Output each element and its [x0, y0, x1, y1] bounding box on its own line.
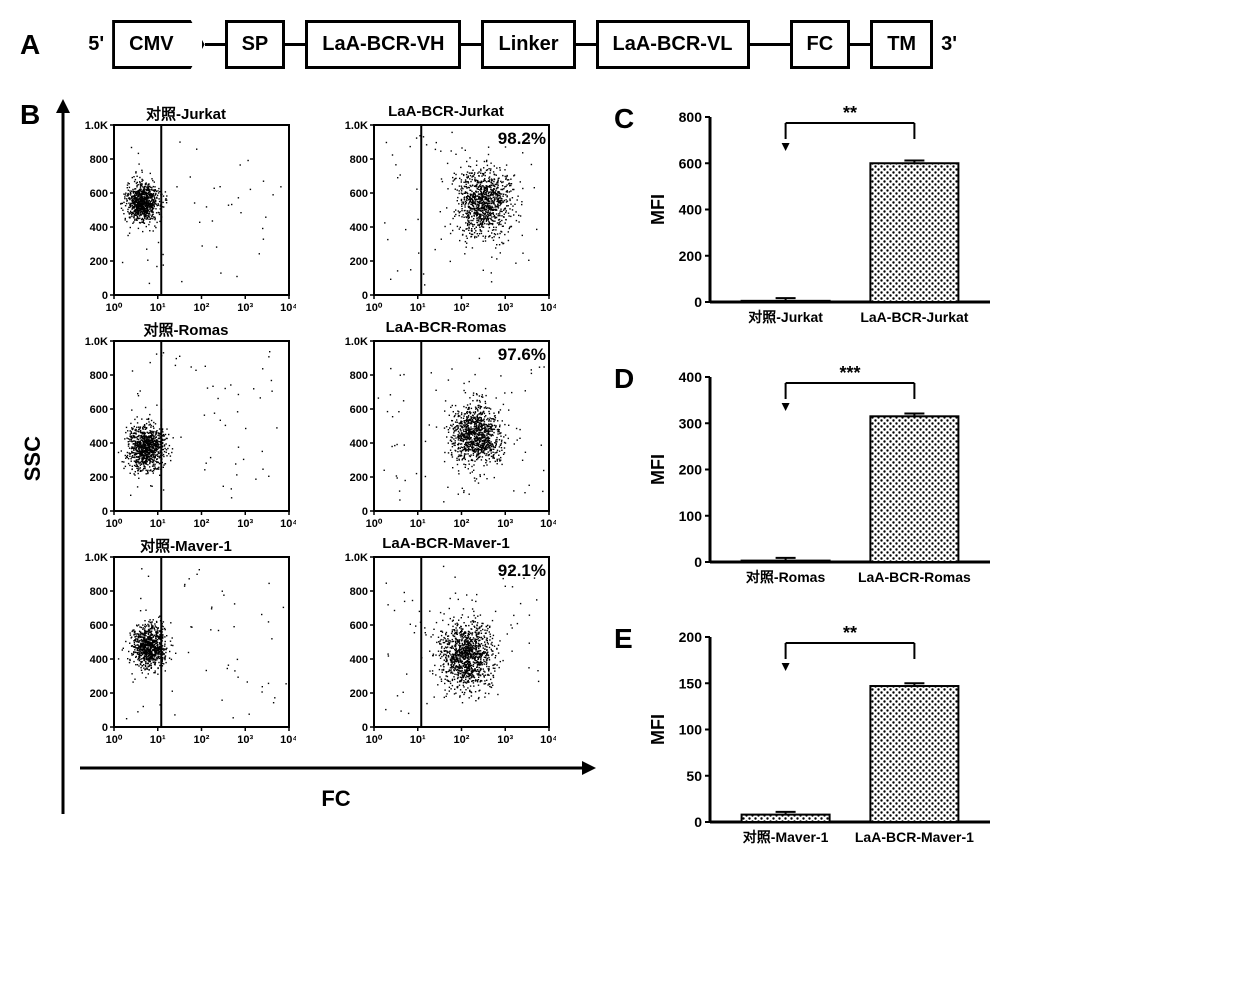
y-axis-arrow: [50, 99, 76, 819]
connector: [205, 43, 225, 46]
flow-title: LaA-BCR-Romas: [336, 319, 556, 336]
svg-text:200: 200: [350, 472, 368, 484]
flow-title: 对照-Maver-1: [76, 535, 296, 556]
svg-text:400: 400: [90, 222, 108, 234]
panel-b-wrapper: B SSC 对照-Jurkat 0 200 400 600: [20, 99, 596, 819]
panel-b-label: B: [20, 99, 40, 131]
bar-charts-column: C 0 200 400 600 800: [646, 99, 986, 879]
svg-text:400: 400: [350, 438, 368, 450]
svg-text:10¹: 10¹: [150, 302, 166, 314]
flow-title: LaA-BCR-Jurkat: [336, 103, 556, 120]
panel-a: A 5' CMV SP LaA-BCR-VH Linker LaA-BCR-VL…: [20, 20, 1220, 69]
svg-text:10⁰: 10⁰: [366, 518, 383, 530]
svg-text:600: 600: [350, 188, 368, 200]
bar-chart: D 0 100 200 300 400: [646, 359, 986, 619]
flow-title: 对照-Jurkat: [76, 103, 296, 124]
flow-percent: 98.2%: [498, 129, 546, 149]
fc-axis-label: FC: [76, 786, 596, 812]
svg-text:10³: 10³: [237, 302, 253, 314]
bar-chart: E 0 50 100 150 200: [646, 619, 986, 879]
five-prime: 5': [88, 33, 104, 56]
svg-text:200: 200: [350, 256, 368, 268]
svg-text:10⁴: 10⁴: [540, 518, 556, 530]
svg-text:600: 600: [90, 404, 108, 416]
ssc-axis-label: SSC: [20, 436, 46, 481]
svg-text:10²: 10²: [454, 302, 470, 314]
svg-text:10⁴: 10⁴: [280, 518, 296, 530]
flow-plot: 对照-Jurkat 0 200 400 600 800 1.0K 10⁰ 10¹…: [76, 107, 296, 317]
flow-plot: LaA-BCR-Maver-1 92.1% 0 200 400 600 800 …: [336, 539, 556, 749]
panel-label: E: [614, 623, 633, 655]
block-tm: TM: [870, 20, 933, 69]
svg-text:1.0K: 1.0K: [345, 336, 368, 348]
flow-percent: 92.1%: [498, 561, 546, 581]
svg-text:800: 800: [90, 154, 108, 166]
svg-text:10⁰: 10⁰: [106, 302, 123, 314]
svg-text:200: 200: [90, 472, 108, 484]
flow-grid: 对照-Jurkat 0 200 400 600 800 1.0K 10⁰ 10¹…: [76, 107, 596, 812]
svg-text:600: 600: [90, 188, 108, 200]
block-cmv: CMV: [112, 20, 204, 69]
panel-label: C: [614, 103, 634, 135]
svg-text:10²: 10²: [194, 302, 210, 314]
block-sp: SP: [225, 20, 286, 69]
block-fc: FC: [790, 20, 851, 69]
connector: [576, 43, 596, 46]
bar-chart: C 0 200 400 600 800: [646, 99, 986, 359]
svg-text:10³: 10³: [237, 518, 253, 530]
construct-diagram: 5' CMV SP LaA-BCR-VH Linker LaA-BCR-VL F…: [80, 20, 965, 69]
svg-text:0: 0: [362, 290, 368, 302]
svg-text:10³: 10³: [497, 518, 513, 530]
svg-text:10²: 10²: [454, 518, 470, 530]
svg-text:1.0K: 1.0K: [345, 120, 368, 132]
panel-label: D: [614, 363, 634, 395]
flow-plot: LaA-BCR-Jurkat 98.2% 0 200 400 600 800 1…: [336, 107, 556, 317]
svg-text:10¹: 10¹: [410, 518, 426, 530]
x-axis-arrow: [76, 755, 596, 781]
svg-text:10¹: 10¹: [410, 302, 426, 314]
flow-plot: LaA-BCR-Romas 97.6% 0 200 400 600 800 1.…: [336, 323, 556, 533]
flow-plot: 对照-Romas 0 200 400 600 800 1.0K 10⁰ 10¹ …: [76, 323, 296, 533]
flow-plot: 对照-Maver-1 0 200 400 600 800 1.0K 10⁰ 10…: [76, 539, 296, 749]
connector: [750, 43, 790, 46]
svg-text:10⁰: 10⁰: [106, 518, 123, 530]
flow-title: LaA-BCR-Maver-1: [336, 535, 556, 552]
connector: [285, 43, 305, 46]
connector: [461, 43, 481, 46]
svg-text:200: 200: [90, 256, 108, 268]
three-prime: 3': [941, 33, 957, 56]
panel-a-label: A: [20, 29, 40, 61]
svg-text:10³: 10³: [497, 302, 513, 314]
svg-text:400: 400: [350, 222, 368, 234]
block-linker: Linker: [481, 20, 575, 69]
svg-text:0: 0: [102, 506, 108, 518]
svg-text:800: 800: [350, 370, 368, 382]
svg-text:10⁴: 10⁴: [280, 302, 296, 314]
flow-title: 对照-Romas: [76, 319, 296, 340]
block-vl: LaA-BCR-VL: [596, 20, 750, 69]
svg-text:400: 400: [90, 438, 108, 450]
connector: [850, 43, 870, 46]
svg-text:800: 800: [90, 370, 108, 382]
svg-text:10⁴: 10⁴: [540, 302, 556, 314]
svg-text:800: 800: [350, 154, 368, 166]
svg-text:10⁰: 10⁰: [366, 302, 383, 314]
svg-text:10²: 10²: [194, 518, 210, 530]
svg-text:0: 0: [102, 290, 108, 302]
svg-text:0: 0: [362, 506, 368, 518]
flow-percent: 97.6%: [498, 345, 546, 365]
block-vh: LaA-BCR-VH: [305, 20, 461, 69]
svg-text:600: 600: [350, 404, 368, 416]
svg-text:10¹: 10¹: [150, 518, 166, 530]
